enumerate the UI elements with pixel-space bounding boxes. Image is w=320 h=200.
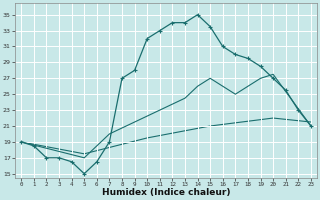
X-axis label: Humidex (Indice chaleur): Humidex (Indice chaleur) (102, 188, 230, 197)
